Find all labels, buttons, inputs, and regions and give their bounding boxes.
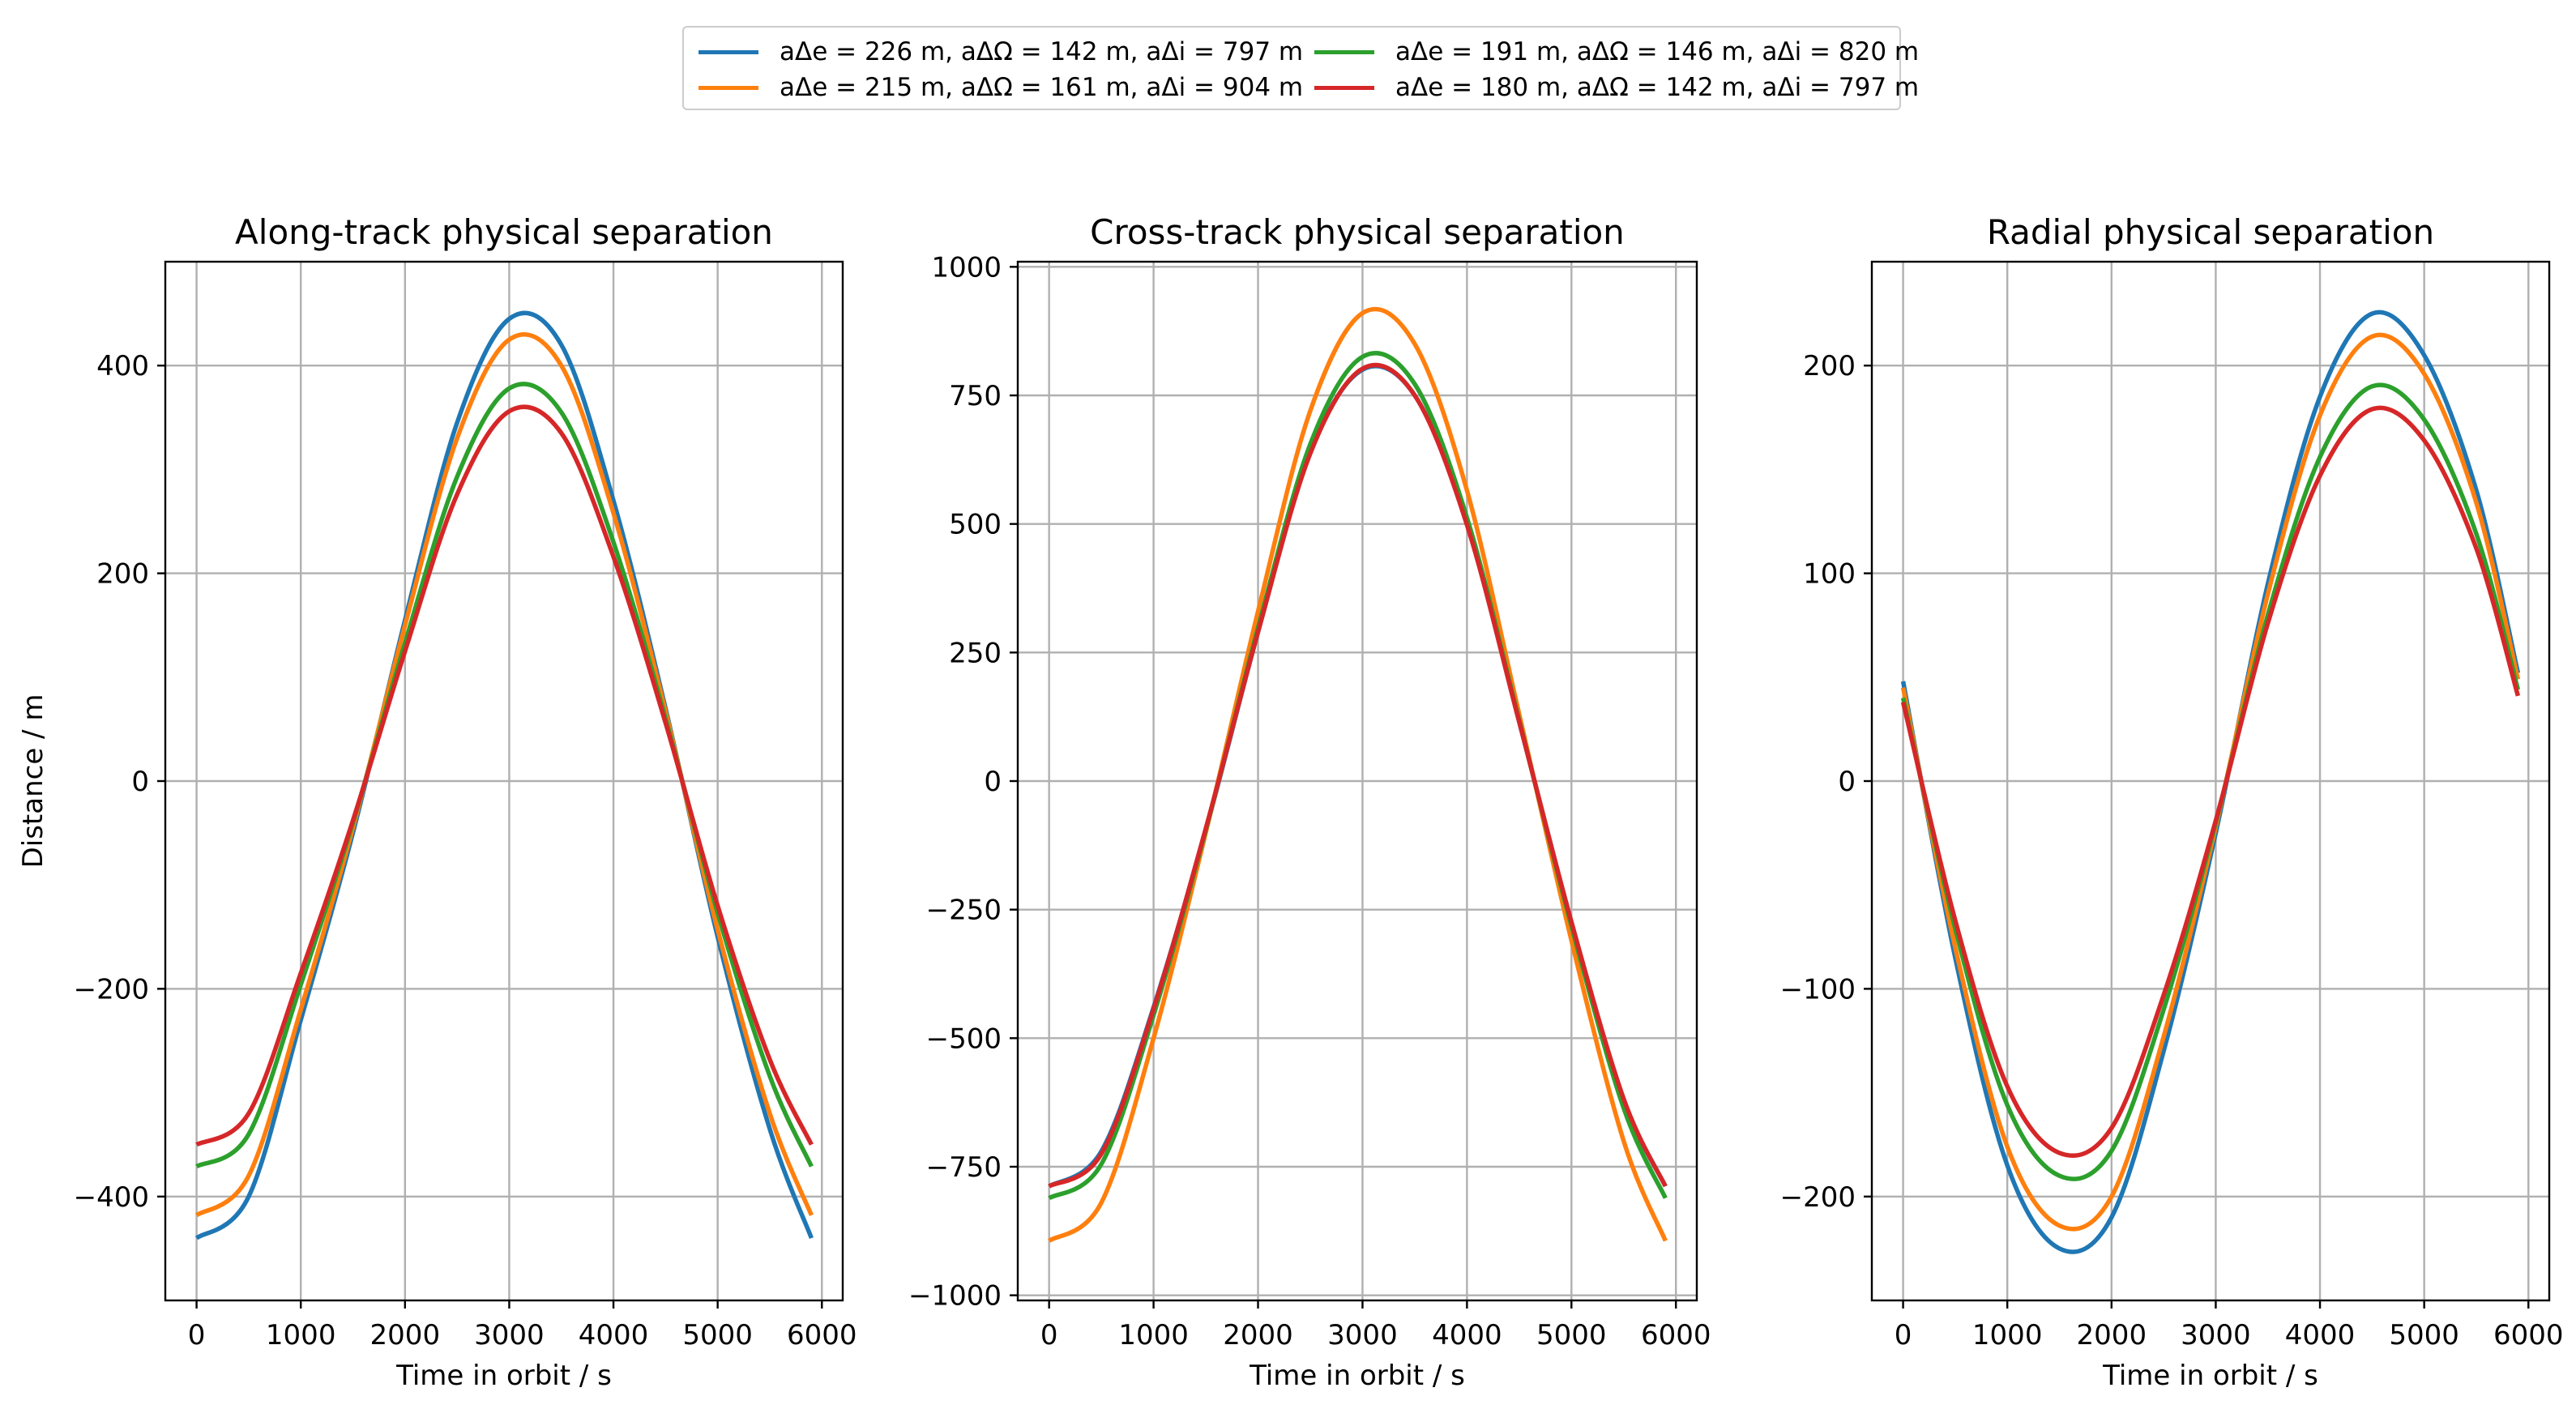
x-tick-label: 5000 <box>682 1319 753 1351</box>
x-tick-label: 4000 <box>1432 1319 1502 1351</box>
legend-item: aΔe = 180 m, aΔΩ = 142 m, aΔi = 797 m <box>1314 71 1919 104</box>
y-tick-label: −100 <box>1780 973 1856 1006</box>
series-line <box>1048 306 1668 1243</box>
x-tick-label: 0 <box>188 1319 206 1351</box>
x-tick-label: 0 <box>1040 1319 1058 1351</box>
x-tick-label: 1000 <box>1972 1319 2043 1351</box>
x-tick-label: 5000 <box>2389 1319 2459 1351</box>
y-tick-label: 200 <box>1803 350 1856 382</box>
x-tick-label: 6000 <box>787 1319 857 1351</box>
x-tick-label: 4000 <box>2285 1319 2356 1351</box>
legend-item: aΔe = 226 m, aΔΩ = 142 m, aΔi = 797 m <box>698 36 1303 68</box>
x-tick-label: 4000 <box>579 1319 649 1351</box>
series-line <box>1048 351 1668 1201</box>
legend-item: aΔe = 215 m, aΔΩ = 161 m, aΔi = 904 m <box>698 71 1303 104</box>
y-tick-label: 1000 <box>931 251 1002 284</box>
x-tick-label: 1000 <box>266 1319 336 1351</box>
legend: aΔe = 226 m, aΔΩ = 142 m, aΔi = 797 m aΔ… <box>682 26 1919 110</box>
x-tick-label: 3000 <box>474 1319 545 1351</box>
legend-swatch <box>1314 49 1374 54</box>
chart-panel: 0 1000 2000 3000 4000 5000 6000−1000−750−500−2… <box>908 212 1711 1392</box>
y-tick-label: 250 <box>949 637 1002 669</box>
legend-label: aΔe = 180 m, aΔΩ = 142 m, aΔi = 797 m <box>1395 73 1920 102</box>
y-tick-label: −200 <box>74 973 149 1006</box>
series-line <box>194 310 814 1240</box>
y-tick-label: −1000 <box>908 1280 1002 1313</box>
x-tick-label: 6000 <box>2493 1319 2564 1351</box>
chart-panel: 0 1000 2000 3000 4000 5000 6000 −400 −200 0 200 400… <box>17 212 857 1392</box>
y-tick-label: −400 <box>74 1181 149 1214</box>
legend-swatch <box>1314 85 1374 90</box>
y-tick-label: 500 <box>949 509 1002 541</box>
y-tick-label: 200 <box>96 558 149 591</box>
legend-swatch <box>698 85 758 90</box>
legend-label: aΔe = 191 m, aΔΩ = 146 m, aΔi = 820 m <box>1395 37 1920 66</box>
y-tick-label: −250 <box>926 895 1002 927</box>
chart-title: Cross-track physical separation <box>1090 212 1625 252</box>
x-tick-label: 2000 <box>370 1319 441 1351</box>
x-tick-label: 3000 <box>1327 1319 1398 1351</box>
series-line <box>195 404 814 1147</box>
x-axis-label: Time in orbit / s <box>1249 1360 1465 1392</box>
y-tick-label: 100 <box>1803 558 1856 591</box>
y-tick-label: 0 <box>1838 766 1856 798</box>
legend-label: aΔe = 215 m, aΔΩ = 161 m, aΔi = 904 m <box>780 73 1304 102</box>
x-tick-label: 0 <box>1895 1319 1912 1351</box>
y-tick-label: 0 <box>984 766 1002 798</box>
legend-swatch <box>698 49 758 54</box>
x-axis-label: Time in orbit / s <box>2102 1360 2318 1392</box>
chart-title: Radial physical separation <box>1987 212 2434 252</box>
x-tick-label: 2000 <box>1223 1319 1293 1351</box>
legend-item: aΔe = 191 m, aΔΩ = 146 m, aΔi = 820 m <box>1314 36 1919 68</box>
y-tick-label: 750 <box>949 380 1002 412</box>
series-line <box>1048 363 1668 1189</box>
series-line <box>1048 364 1668 1189</box>
y-axis-label: Distance / m <box>17 694 49 869</box>
y-tick-label: 400 <box>96 350 149 382</box>
x-axis-label: Time in orbit / s <box>395 1360 612 1392</box>
x-tick-label: 6000 <box>1641 1319 1711 1351</box>
y-tick-label: −750 <box>926 1151 1002 1184</box>
x-tick-label: 5000 <box>1536 1319 1607 1351</box>
series-line <box>1900 405 2521 1158</box>
x-tick-label: 1000 <box>1118 1319 1189 1351</box>
chart-panel: 0 1000 2000 3000 4000 5000 6000 −200 −100 0 100 200… <box>1780 212 2564 1392</box>
series-line <box>194 331 814 1218</box>
x-tick-label: 2000 <box>2077 1319 2147 1351</box>
x-tick-label: 3000 <box>2181 1319 2251 1351</box>
legend-label: aΔe = 226 m, aΔΩ = 142 m, aΔi = 797 m <box>780 37 1304 66</box>
y-tick-label: 0 <box>131 766 149 798</box>
chart-title: Along-track physical separation <box>235 212 773 252</box>
y-tick-label: −500 <box>926 1023 1002 1055</box>
y-tick-label: −200 <box>1780 1181 1856 1214</box>
